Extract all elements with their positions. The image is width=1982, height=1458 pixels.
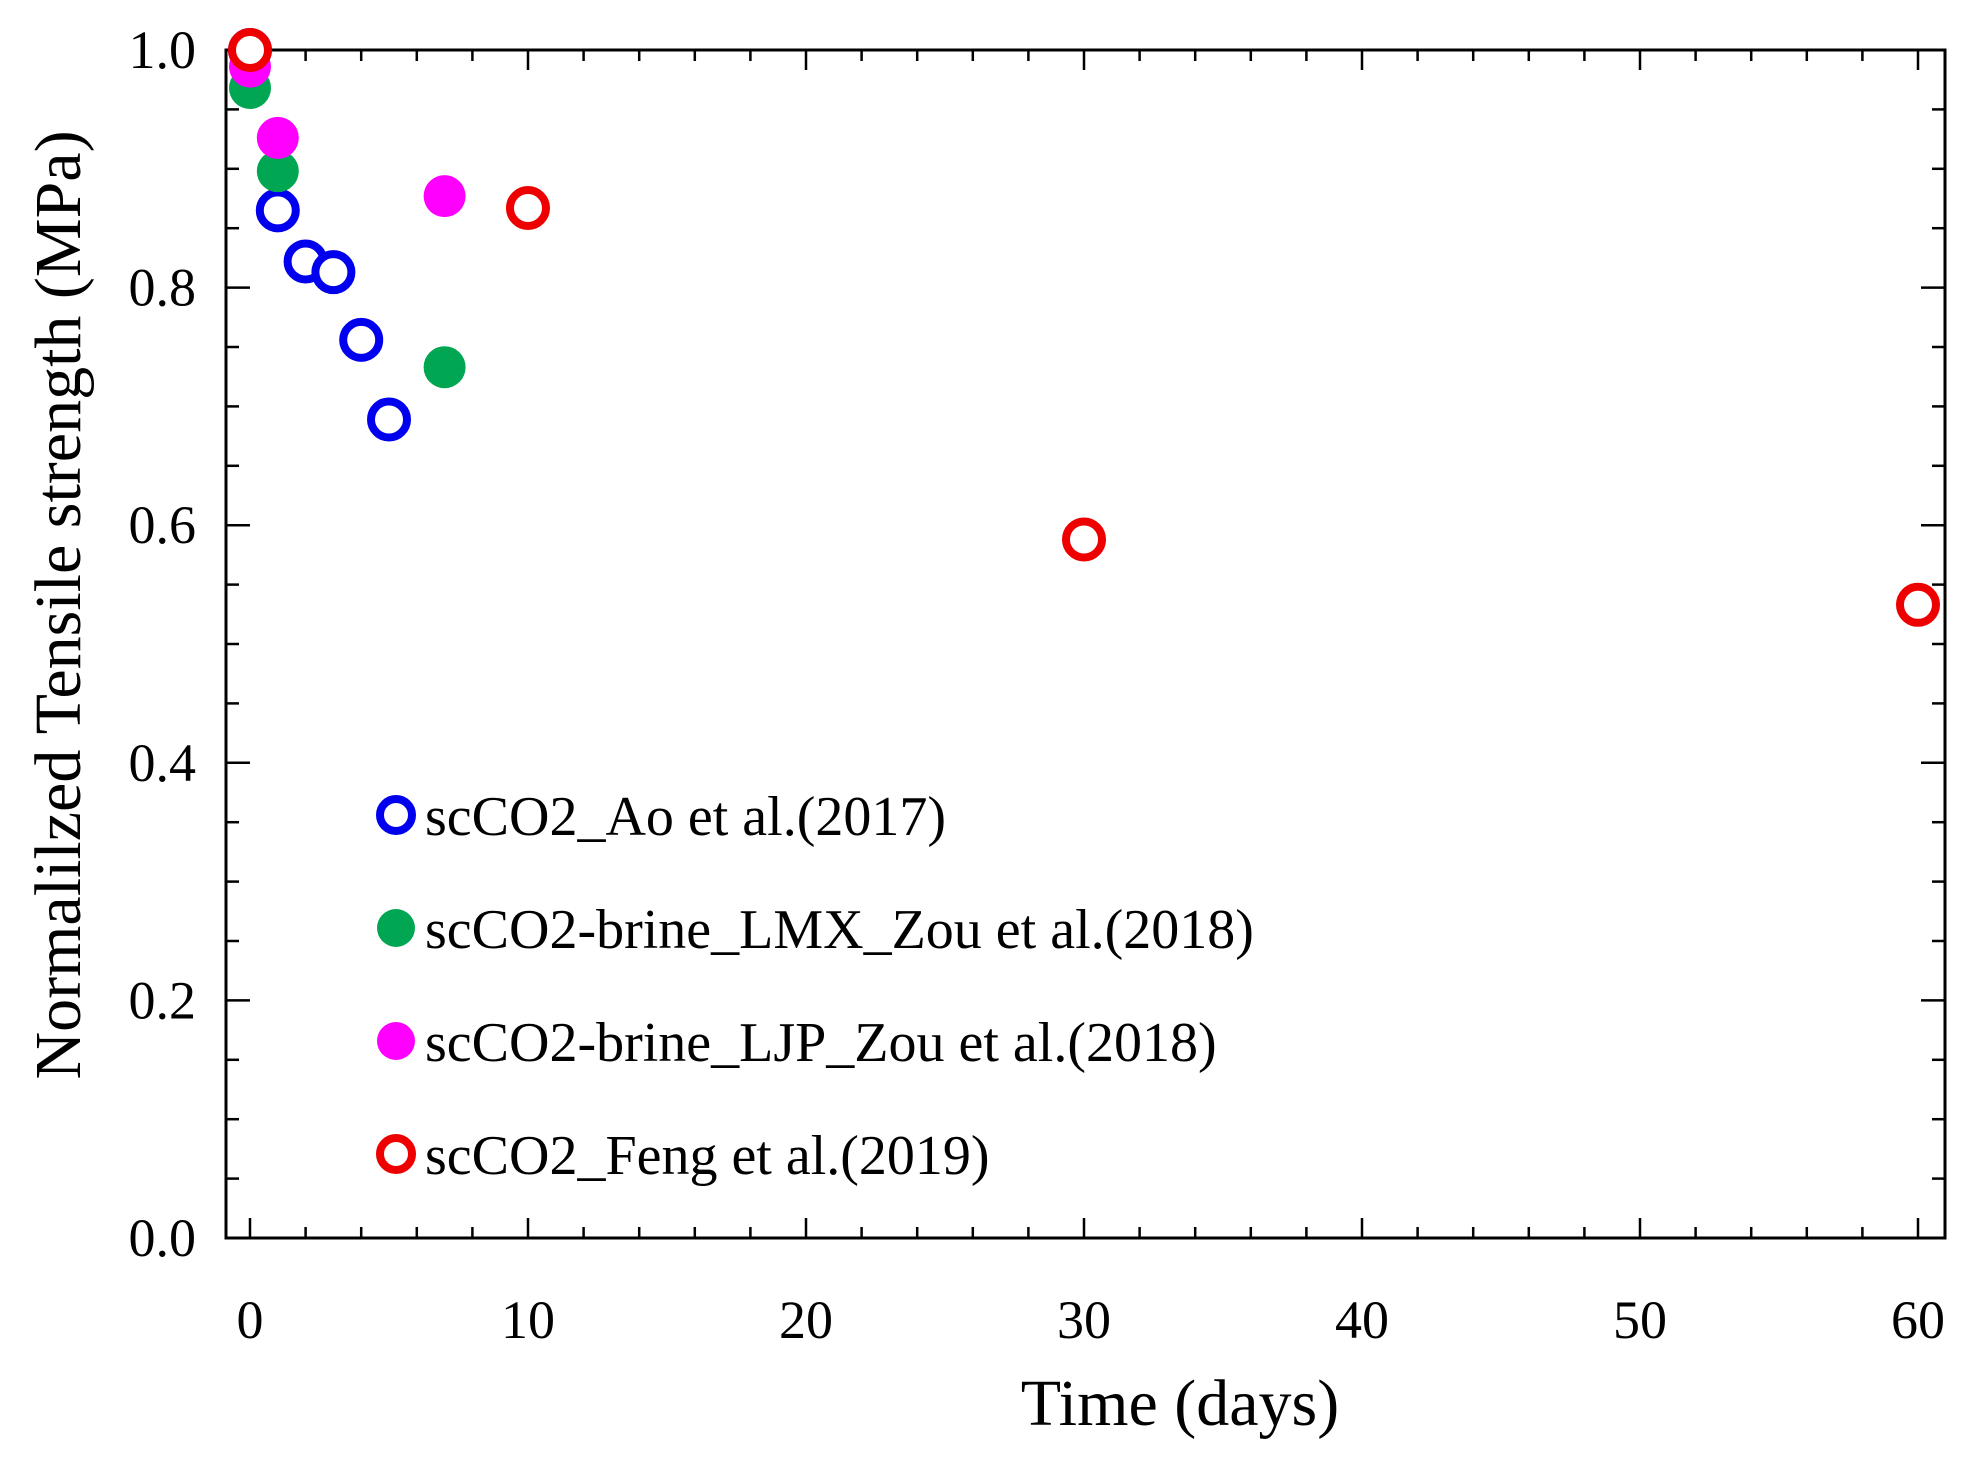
x-axis-title: Time (days): [1021, 1367, 1339, 1440]
legend-label: scCO2_Ao et al.(2017): [425, 786, 946, 848]
y-tick-label: 0.4: [129, 733, 197, 793]
x-tick-label: 0: [237, 1290, 264, 1350]
legend-label: scCO2-brine_LJP_Zou et al.(2018): [425, 1012, 1217, 1074]
series-4: [228, 28, 1940, 627]
data-point: [423, 346, 466, 389]
legend: scCO2_Ao et al.(2017) scCO2-brine_LMX_Zou…: [376, 786, 1254, 1187]
axis-ticks: [226, 48, 1945, 1240]
y-tick-label: 1.0: [129, 20, 197, 80]
data-point: [367, 397, 411, 442]
data-point: [311, 250, 356, 295]
legend-marker: [377, 1022, 415, 1060]
series-3: [229, 45, 466, 218]
x-tick-label: 50: [1613, 1290, 1667, 1350]
legend-marker: [377, 909, 415, 947]
y-axis-title: Normalilzed Tensile strength (MPa): [22, 130, 95, 1079]
x-tick-label: 60: [1891, 1290, 1945, 1350]
x-tick-label: 30: [1057, 1290, 1111, 1350]
data-point: [423, 175, 466, 218]
tick-labels: 0 10 20 30 40 50 60 0.0 0.2 0.4 0.6 0.8 1.0: [129, 20, 1946, 1350]
y-tick-label: 0.0: [129, 1208, 197, 1268]
y-tick-label: 0.6: [129, 495, 197, 555]
legend-item: scCO2_Feng et al.(2019): [376, 1125, 990, 1187]
y-tick-label: 0.2: [129, 970, 197, 1030]
data-point: [506, 186, 550, 231]
x-tick-label: 10: [501, 1290, 555, 1350]
data-points: [228, 28, 1940, 627]
data-point: [1062, 517, 1106, 562]
legend-marker: [376, 1134, 416, 1174]
x-tick-label: 40: [1335, 1290, 1389, 1350]
legend-label: scCO2_Feng et al.(2019): [425, 1125, 990, 1187]
data-point: [255, 188, 300, 233]
y-tick-label: 0.8: [129, 258, 197, 318]
data-point: [228, 28, 272, 72]
legend-item: scCO2_Ao et al.(2017): [376, 786, 946, 848]
data-point: [256, 150, 299, 193]
data-point: [256, 116, 299, 159]
data-point: [1896, 582, 1940, 627]
legend-label: scCO2-brine_LMX_Zou et al.(2018): [425, 899, 1254, 961]
legend-item: scCO2-brine_LJP_Zou et al.(2018): [377, 1012, 1217, 1074]
legend-item: scCO2-brine_LMX_Zou et al.(2018): [377, 899, 1254, 961]
data-point: [339, 317, 384, 362]
legend-marker: [376, 795, 416, 835]
x-tick-label: 20: [779, 1290, 833, 1350]
